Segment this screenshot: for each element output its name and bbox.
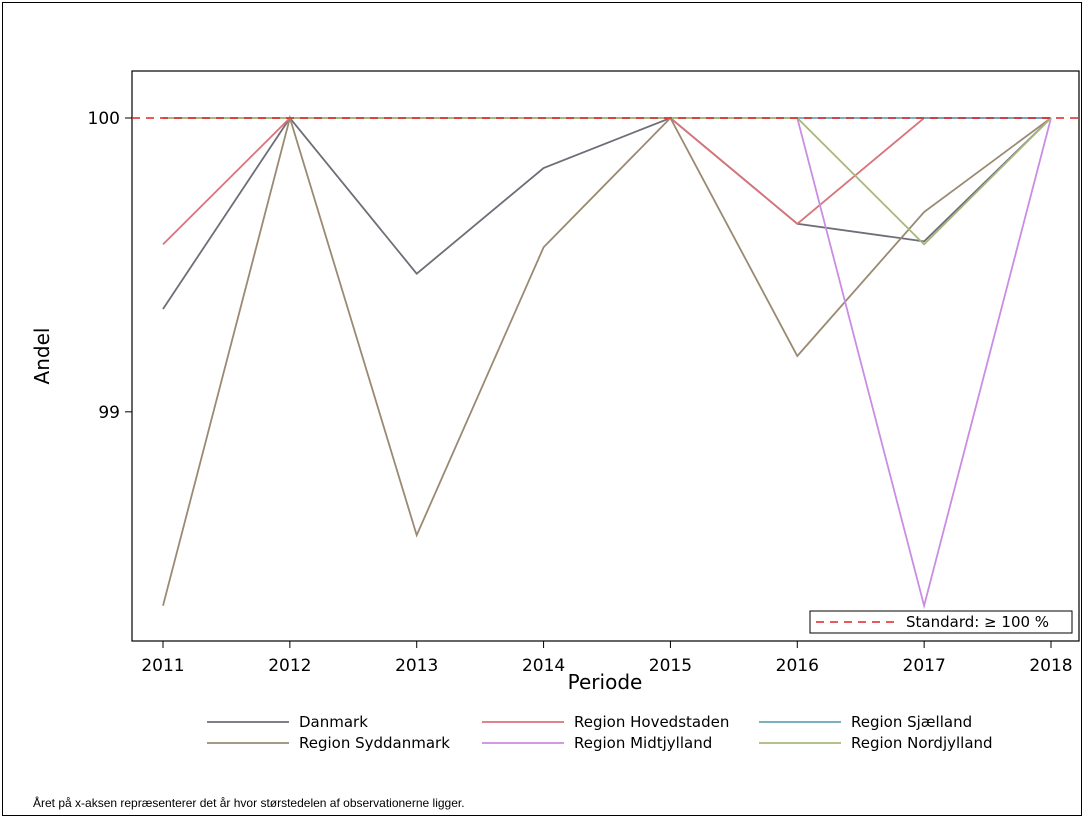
y-tick-label: 100	[88, 109, 120, 129]
x-tick-label: 2011	[141, 656, 184, 676]
plot-border	[131, 70, 1080, 642]
y-tick-label: 99	[98, 403, 120, 423]
line-chart: Standard: ≥ 100 % 2011 2012 2013 2014 2015 20…	[30, 70, 1080, 810]
legend-label: Region Sjælland	[851, 713, 972, 731]
standard-legend-label: Standard: ≥ 100 %	[906, 613, 1049, 631]
series-line-region-midtjylland	[163, 117, 1052, 610]
legend-label: Region Hovedstaden	[574, 713, 729, 731]
x-tick-label: 2018	[1029, 656, 1072, 676]
legend-label: Region Nordjylland	[851, 734, 993, 752]
footnote: Året på x-aksen repræsenterer det år hvo…	[33, 795, 465, 810]
x-tick-label: 2014	[522, 656, 565, 676]
series-legend: Danmark Region Hovedstaden Region Sjælland…	[207, 713, 993, 752]
plot-area: Standard: ≥ 100 %	[131, 70, 1080, 642]
x-tick-label: 2012	[268, 656, 311, 676]
x-tick-label: 2017	[903, 656, 946, 676]
x-axis-title: Periode	[568, 670, 643, 694]
standard-legend-box: Standard: ≥ 100 %	[809, 610, 1073, 634]
y-axis-title: Andel	[30, 328, 54, 385]
x-tick-label: 2015	[649, 656, 692, 676]
standard-legend-border	[809, 610, 1073, 634]
legend-label: Region Syddanmark	[299, 734, 450, 752]
x-tick-label: 2013	[395, 656, 438, 676]
legend-label: Danmark	[299, 713, 368, 731]
series-layer	[162, 114, 1052, 610]
y-axis-ticks: 99 100	[88, 109, 132, 423]
series-line-region-nordjylland	[163, 117, 1052, 246]
legend-label: Region Midtjylland	[574, 734, 712, 752]
series-line-region-syddanmark	[162, 114, 1052, 606]
x-axis-ticks: 2011 2012 2013 2014 2015 2016 2017 2018	[141, 641, 1073, 676]
x-tick-label: 2016	[776, 656, 819, 676]
series-line-danmark	[162, 116, 1052, 310]
